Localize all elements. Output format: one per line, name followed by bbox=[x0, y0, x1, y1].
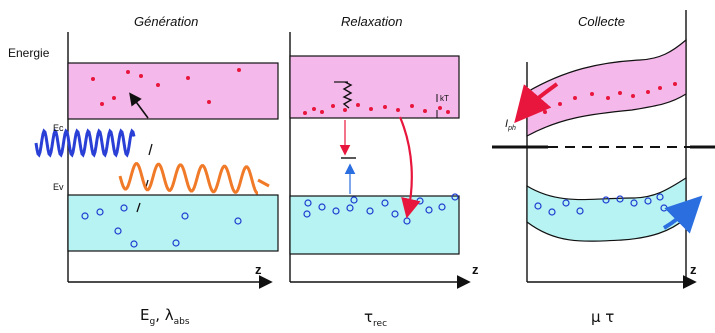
incident-photon-wave bbox=[34, 128, 136, 158]
ec-label: Ec bbox=[53, 123, 64, 133]
tau-subscript: rec bbox=[373, 319, 388, 329]
kt-label: kT bbox=[440, 94, 449, 103]
generation-title: Génération bbox=[134, 14, 199, 29]
collecte-title: Collecte bbox=[578, 14, 625, 29]
lambda-subscript: abs bbox=[173, 317, 190, 327]
relaxation-panel bbox=[289, 32, 471, 289]
generation-caption: Eg, λabs bbox=[140, 306, 190, 327]
relaxation-holes bbox=[303, 193, 459, 225]
excitation-arrow bbox=[129, 92, 149, 119]
relaxation-z-label: z bbox=[472, 262, 479, 277]
collecte-caption: μ τ bbox=[591, 308, 615, 326]
collecte-z-label: z bbox=[690, 262, 697, 277]
hole-current-arrow bbox=[662, 195, 703, 234]
current-subscript: ph bbox=[508, 125, 516, 133]
emitted-photon-wave bbox=[118, 162, 259, 195]
absorption-tick-mid bbox=[145, 179, 149, 188]
energy-axis-label: Energie bbox=[8, 46, 50, 60]
relaxation-conduction-band bbox=[289, 55, 460, 119]
holes bbox=[81, 204, 242, 248]
thermalization-zigzag bbox=[342, 81, 353, 109]
collecte-panel bbox=[492, 10, 715, 289]
collecte-electrons bbox=[543, 82, 677, 114]
lambda-symbol: , λ bbox=[155, 306, 174, 324]
relaxation-caption: τrec bbox=[364, 308, 387, 329]
collecte-holes bbox=[534, 193, 668, 216]
current-symbol: I bbox=[505, 118, 509, 130]
relaxation-electrons bbox=[303, 103, 450, 115]
tau-symbol: τ bbox=[364, 308, 374, 326]
eg-symbol: E bbox=[140, 306, 150, 324]
relaxation-title: Relaxation bbox=[341, 14, 403, 29]
electrons bbox=[91, 68, 241, 106]
electron-current-arrow bbox=[514, 82, 559, 124]
generation-panel bbox=[34, 32, 279, 289]
eg-subscript: g bbox=[149, 317, 156, 327]
relaxation-valence-band bbox=[289, 195, 460, 255]
conduction-band bbox=[67, 62, 279, 120]
ev-label: Ev bbox=[53, 182, 64, 192]
absorption-tick-high bbox=[148, 143, 153, 156]
generation-z-label: z bbox=[255, 262, 262, 277]
direct-recombination-arrow bbox=[398, 116, 421, 219]
emitted-photon-tip bbox=[257, 178, 270, 188]
current-label: Iph bbox=[505, 118, 516, 132]
collecte-conduction-band bbox=[526, 38, 687, 138]
absorption-tick-low bbox=[136, 202, 141, 213]
